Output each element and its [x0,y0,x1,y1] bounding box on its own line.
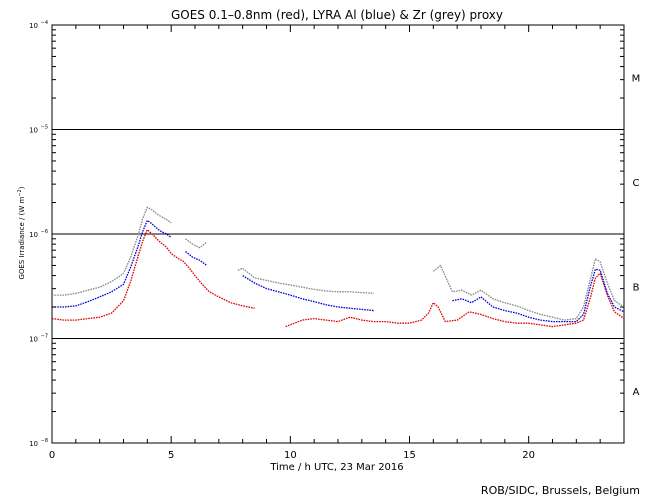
chart-title: GOES 0.1–0.8nm (red), LYRA Al (blue) & Z… [171,8,503,22]
series-line [452,268,625,323]
series-line [237,267,374,295]
x-axis-ticks: 0 5 10 15 20 [49,25,625,461]
x-tick-label: 5 [168,450,174,461]
flare-class-labels: A B C M [632,73,641,398]
y-tick-base: 10 [29,440,38,448]
y-tick-exponent: −7 [41,334,48,340]
series-line [185,238,208,249]
flare-class-lines [52,129,624,339]
y-axis-label-exponent: −2 [17,189,23,196]
y-axis-label-close: ) [18,186,26,189]
series-line [285,272,625,328]
x-axis-label: Time / h UTC, 23 Mar 2016 [269,462,403,473]
x-tick-label: 20 [522,450,535,461]
y-axis-ticks: 10−810−710−610−510−4 [29,20,624,448]
series-line [185,250,208,267]
series-line [432,258,625,321]
y-tick-base: 10 [29,127,38,135]
flare-class-label: M [632,73,641,84]
series-line [51,229,255,321]
y-tick-label: 10 [29,336,38,344]
x-tick-label: 10 [284,450,297,461]
y-tick-base: 10 [29,336,38,344]
y-axis-label-main: GOES Irradiance / (W m [18,196,26,279]
series-line [242,275,374,312]
series-line [52,206,172,296]
y-tick-label: 10 [29,231,38,239]
data-series [51,206,625,328]
y-tick-label: 10 [29,22,38,30]
y-tick-exponent: −8 [41,438,48,444]
y-tick-label: 10 [29,127,38,135]
x-tick-label: 0 [49,450,55,461]
x-tick-label: 15 [403,450,416,461]
series-line [52,219,172,308]
credit-text: ROB/SIDC, Brussels, Belgium [481,484,640,497]
y-tick-label: 10 [29,440,38,448]
y-tick-base: 10 [29,22,38,30]
flare-class-label: A [633,387,640,398]
flare-class-label: B [633,282,640,293]
flare-class-label: C [633,178,640,189]
y-axis-label: GOES Irradiance / (W m−2) [17,186,26,279]
y-tick-base: 10 [29,231,38,239]
y-tick-exponent: −5 [41,125,48,131]
y-tick-exponent: −4 [41,20,48,26]
y-tick-exponent: −6 [41,229,48,235]
